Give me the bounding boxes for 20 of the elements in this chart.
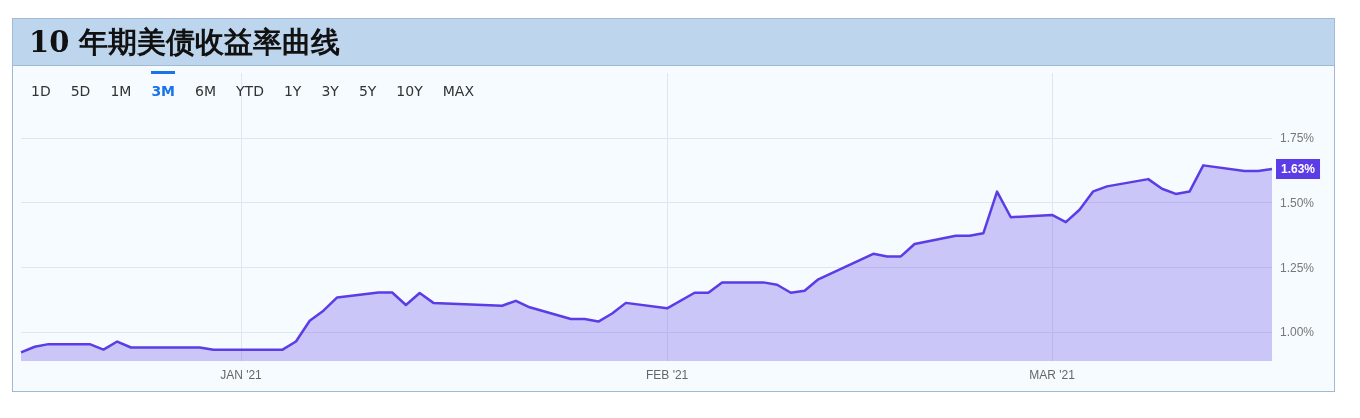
annotation: 10Y — [396, 83, 423, 101]
annotation: 1Y — [283, 83, 302, 101]
y-tick-label: 1.00% — [1280, 325, 1315, 340]
annotation: 1D — [31, 83, 51, 101]
annotation: 6M — [195, 83, 217, 101]
annotation: 3M — [151, 83, 176, 101]
annotation: YTD — [236, 83, 264, 101]
annotation: 5D — [70, 83, 91, 101]
y-tick-label: 1.50% — [1280, 195, 1315, 210]
x-tick-label: JAN '21 — [220, 368, 263, 382]
y-tick-label: 1.75% — [1280, 130, 1315, 145]
x-tick-label: MAR '21 — [1029, 368, 1076, 382]
annotation: MAX — [442, 83, 474, 101]
chart-title: 10 年期美债收益率曲线 — [13, 19, 1334, 66]
annotation: 5Y — [358, 83, 377, 101]
y-tick-label: 1.25% — [1280, 260, 1315, 275]
x-tick-label: FEB '21 — [645, 368, 689, 382]
annotation: 1M — [110, 83, 132, 101]
annotation: 3Y — [321, 83, 339, 101]
data-label: 1.63% — [1281, 162, 1316, 176]
